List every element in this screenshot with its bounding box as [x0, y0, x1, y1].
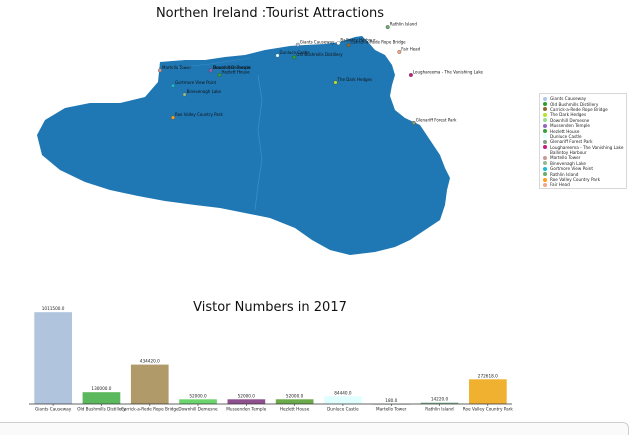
bar-value-label: 272618.0 — [478, 373, 498, 378]
legend-marker — [543, 151, 547, 155]
legend-marker — [543, 118, 547, 122]
attraction-label: The Dark Hedges — [337, 77, 373, 82]
legend-label: Roe Valley Country Park — [550, 177, 600, 182]
bottom-bar — [0, 422, 629, 435]
attraction-label: Hezlett House — [222, 70, 251, 75]
bar-value-label: 434420.0 — [140, 359, 160, 364]
x-tick-label: Downhill Demesne — [178, 407, 218, 412]
legend-marker — [543, 107, 547, 111]
legend-label: Mussenden Temple — [550, 123, 590, 128]
legend-marker — [543, 167, 547, 171]
legend-item: Fair Head — [543, 182, 624, 187]
legend-marker — [543, 156, 547, 160]
bar — [276, 399, 314, 404]
legend-label: The Dark Hedges — [550, 112, 586, 117]
bar-value-label: 180.0 — [385, 398, 397, 403]
legend-marker — [543, 113, 547, 117]
attraction-label: Gortmore View Point — [175, 80, 217, 85]
legend-label: Binevenagh Lake — [550, 161, 586, 166]
legend-marker — [543, 129, 547, 133]
legend-label: Downhill Demesne — [550, 118, 589, 123]
legend-label: Old Bushmills Distillery — [550, 102, 598, 107]
attraction-label: Fair Head — [401, 46, 420, 51]
attraction-label: Loughareema - The Vanishing Lake — [413, 70, 484, 75]
x-tick-label: Carrick-a-Rede Rope Bridge — [121, 407, 179, 412]
legend-label: Glenariff Forest Park — [550, 139, 593, 144]
legend-label: Fair Head — [550, 182, 570, 187]
legend-marker — [543, 134, 547, 138]
bar-value-label: 52000.0 — [189, 393, 207, 398]
legend-label: Dunluce Castle — [550, 134, 582, 139]
x-tick-label: Rathlin Island — [425, 407, 454, 412]
attraction-label: Roe Valley Country Park — [175, 112, 223, 117]
legend-marker — [543, 161, 547, 165]
bar — [324, 396, 362, 404]
legend-marker — [543, 124, 547, 128]
bar — [469, 379, 507, 404]
visitor-bar-chart: 1011500.0 Giants Causeway 130000.0 Old Bush… — [0, 300, 540, 422]
legend-marker — [543, 172, 547, 176]
bar — [179, 399, 217, 404]
x-tick-label: Giants Causeway — [35, 407, 72, 412]
attraction-label: Dunluce Castle — [280, 50, 311, 55]
legend-marker — [543, 145, 547, 149]
bar-value-label: 84440.0 — [334, 390, 352, 395]
bars: 1011500.0 Giants Causeway 130000.0 Old Bush… — [34, 306, 513, 411]
legend-label: Ballintoy Harbour — [550, 150, 587, 155]
bar-value-label: 1011500.0 — [42, 306, 65, 311]
attraction-label: Binevenagh Lake — [187, 89, 222, 94]
bar-value-label: 52000.0 — [286, 393, 304, 398]
attraction-label: Giants Causeway — [300, 39, 335, 44]
bar-value-label: 14220.0 — [431, 397, 449, 402]
legend-label: Carrick-a-Rede Rope Bridge — [550, 107, 608, 112]
legend-marker — [543, 97, 547, 101]
bar — [34, 312, 72, 404]
attraction-label: Glenariff Forest Park — [416, 117, 457, 122]
x-tick-label: Old Bushmills Distillery — [77, 407, 126, 412]
legend-label: Hezlett House — [550, 129, 579, 134]
legend-item: Loughareema - The Vanishing Lake — [543, 145, 624, 150]
attraction-label: Ballintoy Harbour — [340, 38, 375, 43]
bar — [228, 399, 266, 404]
bar — [131, 365, 169, 404]
bar-value-label: 130000.0 — [91, 386, 111, 391]
legend-marker — [543, 183, 547, 187]
x-tick-label: Mussenden Temple — [226, 407, 266, 412]
legend-label: Loughareema - The Vanishing Lake — [550, 145, 623, 150]
legend-label: Giants Causeway — [550, 96, 586, 101]
x-tick-label: Hezlett House — [280, 407, 310, 412]
legend-label: Rathlin Island — [550, 172, 578, 177]
legend-marker — [543, 140, 547, 144]
x-tick-label: Dunluce Castle — [327, 407, 359, 412]
attraction-label: Martello Tower — [162, 65, 191, 70]
x-tick-label: Roe Valley Country Park — [463, 407, 514, 412]
legend-label: Gortmore View Point — [550, 166, 593, 171]
legend-marker — [543, 102, 547, 106]
legend-marker — [543, 178, 547, 182]
bar — [83, 392, 121, 404]
bar-value-label: 52000.0 — [238, 393, 256, 398]
attraction-label: Rathlin Island — [390, 22, 418, 27]
legend-label: Martello Tower — [550, 155, 580, 160]
x-tick-label: Martello Tower — [376, 407, 407, 412]
